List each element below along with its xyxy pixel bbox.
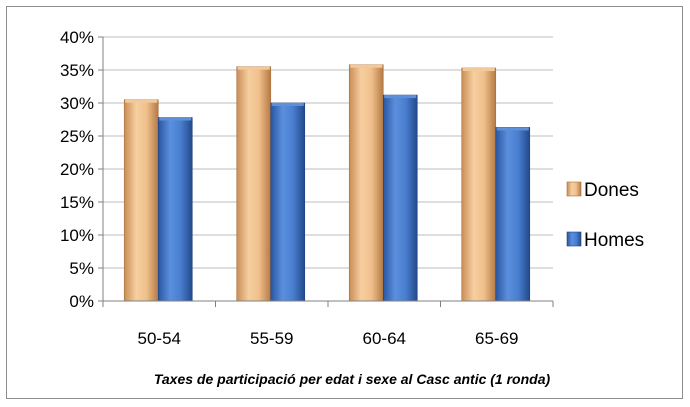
bar-top-bevel xyxy=(271,103,304,106)
y-tick-label: 0% xyxy=(69,292,94,311)
y-tick-label: 30% xyxy=(60,94,94,113)
y-tick-label: 20% xyxy=(60,160,94,179)
bar-homes-55-59 xyxy=(270,102,306,302)
x-axis: 50-54 55-59 60-64 65-69 xyxy=(102,300,554,348)
bar-top-bevel xyxy=(125,99,158,103)
bar-top-bevel xyxy=(496,127,529,131)
x-tick-label: 50-54 xyxy=(138,329,181,348)
y-tick-label: 10% xyxy=(60,226,94,245)
legend-swatch-dones xyxy=(566,181,582,197)
bar-top-bevel xyxy=(462,68,495,72)
x-tick-label: 60-64 xyxy=(363,329,406,348)
bar-dones-65-69 xyxy=(461,67,497,302)
y-tick-label: 15% xyxy=(60,193,94,212)
chart-caption: Taxes de participació per edat i sexe al… xyxy=(154,371,551,387)
bar-top-bevel xyxy=(159,117,192,121)
legend-label-homes: Homes xyxy=(584,230,644,251)
legend: Dones Homes xyxy=(566,180,644,251)
bar-homes-50-54 xyxy=(157,117,193,302)
bar-dones-60-64 xyxy=(348,64,384,302)
x-tick-label: 65-69 xyxy=(475,329,518,348)
bar-homes-60-64 xyxy=(382,94,418,302)
bar-top-bevel xyxy=(350,64,383,68)
y-tick-label: 35% xyxy=(60,61,94,80)
y-tick-label: 5% xyxy=(69,259,94,278)
y-tick-label: 25% xyxy=(60,127,94,146)
y-tick-label: 40% xyxy=(60,28,94,47)
x-tick-label: 55-59 xyxy=(250,329,293,348)
legend-swatch-homes xyxy=(566,231,582,247)
bars xyxy=(123,64,531,302)
bar-homes-65-69 xyxy=(495,127,531,302)
bar-top-bevel xyxy=(237,66,270,70)
bar-top-bevel xyxy=(384,95,417,99)
legend-label-dones: Dones xyxy=(584,180,639,201)
y-axis: 0% 5% 10% 15% 20% 25% 30% 35% 40% xyxy=(60,28,104,311)
bar-dones-55-59 xyxy=(236,66,272,302)
bar-dones-50-54 xyxy=(123,99,159,302)
